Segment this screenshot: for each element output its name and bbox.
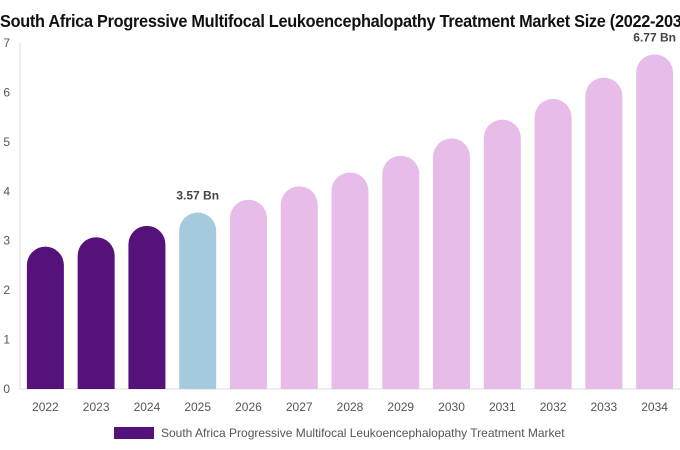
bar-2029 — [382, 155, 420, 389]
x-tick-label: 2031 — [489, 400, 516, 414]
x-tick-label: 2025 — [184, 400, 211, 414]
y-axis: 0 1 2 3 4 5 6 7 — [3, 36, 21, 396]
y-tick-label: 3 — [3, 234, 10, 248]
x-tick-label: 2026 — [235, 400, 262, 414]
data-label-2025: 3.57 Bn — [176, 189, 219, 203]
bar-2034 — [636, 54, 674, 390]
y-tick-label: 7 — [3, 36, 10, 50]
y-tick-label: 6 — [3, 85, 10, 99]
y-tick-label: 1 — [3, 333, 10, 347]
bar-2024 — [128, 225, 166, 389]
bar-2030 — [433, 138, 471, 389]
x-tick-label: 2029 — [387, 400, 414, 414]
bars — [26, 54, 674, 390]
bar-2032 — [534, 98, 572, 390]
x-axis: 2022 2023 2024 2025 2026 2027 2028 2029 2030 2031… — [20, 388, 680, 414]
x-tick-label: 2023 — [83, 400, 110, 414]
bar-2023 — [77, 237, 115, 389]
data-label-2034: 6.77 Bn — [633, 30, 676, 44]
x-tick-label: 2028 — [337, 400, 364, 414]
bar-2028 — [331, 172, 369, 389]
x-tick-label: 2030 — [438, 400, 465, 414]
chart-title: South Africa Progressive Multifocal Leuk… — [0, 11, 680, 31]
y-tick-label: 0 — [3, 382, 10, 396]
x-tick-label: 2022 — [32, 400, 59, 414]
bar-2033 — [585, 77, 623, 389]
bar-2026 — [229, 199, 267, 389]
x-tick-label: 2034 — [641, 400, 668, 414]
y-tick-label: 2 — [3, 283, 10, 297]
bar-2025 — [179, 212, 217, 389]
x-tick-label: 2033 — [590, 400, 617, 414]
y-tick-label: 4 — [3, 184, 10, 198]
x-tick-label: 2027 — [286, 400, 313, 414]
y-tick-label: 5 — [3, 135, 10, 149]
x-tick-label: 2024 — [134, 400, 161, 414]
data-labels: 3.57 Bn 6.77 Bn — [176, 30, 676, 202]
x-tick-label: 2032 — [540, 400, 567, 414]
legend: South Africa Progressive Multifocal Leuk… — [114, 425, 565, 441]
bar-2022 — [26, 246, 64, 389]
legend-swatch — [114, 427, 154, 439]
bar-2027 — [280, 186, 318, 389]
legend-label: South Africa Progressive Multifocal Leuk… — [161, 426, 565, 440]
bar-2031 — [483, 119, 521, 389]
